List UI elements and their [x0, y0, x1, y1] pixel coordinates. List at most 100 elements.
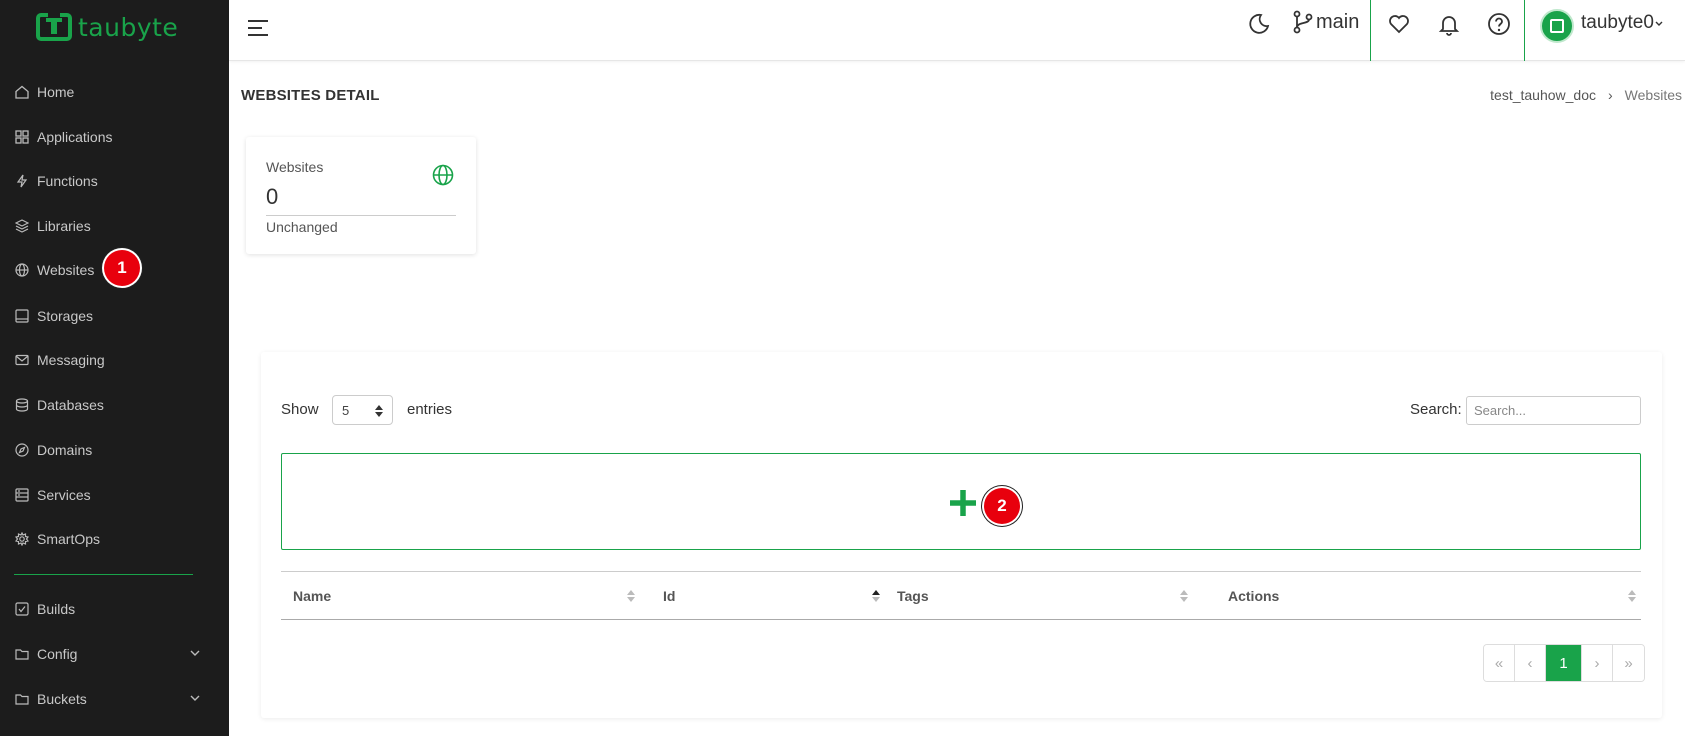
sidebar-item-storages[interactable]: Storages: [0, 298, 229, 334]
sidebar-item-label: Libraries: [37, 218, 91, 234]
sidebar-item-label: Buckets: [37, 691, 87, 707]
heart-icon[interactable]: [1387, 12, 1411, 36]
page-size-select[interactable]: 5: [332, 395, 393, 425]
column-actions[interactable]: Actions: [1228, 572, 1641, 620]
sidebar-item-label: Home: [37, 84, 75, 100]
sidebar-item-smartops[interactable]: SmartOps: [0, 521, 229, 557]
home-icon: [15, 85, 29, 99]
page-prev-button[interactable]: ‹: [1515, 645, 1546, 681]
mail-icon: [15, 354, 29, 366]
logo-text: taubyte: [78, 12, 179, 42]
sort-icon: [627, 590, 635, 602]
page-1-button[interactable]: 1: [1546, 645, 1582, 681]
sort-ascending-icon: [872, 590, 880, 602]
table-header: Name Id Tags Actions: [281, 571, 1641, 620]
sidebar-item-builds[interactable]: Builds: [0, 591, 229, 627]
topbar-divider: [1370, 0, 1371, 61]
breadcrumb-project[interactable]: test_tauhow_doc: [1490, 87, 1596, 103]
branch-selector[interactable]: main: [1292, 10, 1359, 34]
show-label: Show: [281, 401, 319, 418]
branch-name: main: [1316, 10, 1360, 33]
storage-icon: [15, 309, 29, 323]
layers-icon: [15, 219, 29, 233]
user-menu[interactable]: taubyte0: [1581, 12, 1664, 34]
cog-icon: [15, 532, 29, 546]
chevron-down-icon: [1655, 21, 1663, 26]
grid-icon: [15, 130, 29, 144]
folder-icon: [15, 694, 29, 705]
stat-value: 0: [266, 184, 279, 209]
chevron-down-icon: [190, 695, 200, 701]
entries-label: entries: [407, 401, 453, 418]
stat-divider: [266, 215, 456, 216]
page-last-button[interactable]: »: [1613, 645, 1644, 681]
chevron-down-icon: [190, 650, 200, 656]
page-title: WEBSITES DETAIL: [241, 87, 380, 104]
column-label: Id: [663, 588, 676, 604]
sort-arrows-icon: [375, 405, 383, 417]
sidebar: taubyte Home Applications Functions Libr…: [0, 0, 229, 736]
sidebar-item-buckets[interactable]: Buckets: [0, 681, 229, 717]
check-square-icon: [15, 602, 29, 616]
plus-icon: [950, 490, 976, 516]
sidebar-item-label: Builds: [37, 601, 76, 617]
sidebar-item-label: SmartOps: [37, 531, 101, 547]
sidebar-item-label: Functions: [37, 173, 98, 189]
help-icon[interactable]: [1487, 12, 1511, 36]
stat-label: Websites: [266, 159, 324, 175]
sidebar-item-services[interactable]: Services: [0, 477, 229, 513]
page-next-button[interactable]: ›: [1582, 645, 1613, 681]
sidebar-item-libraries[interactable]: Libraries: [0, 208, 229, 244]
page-first-button[interactable]: «: [1484, 645, 1515, 681]
column-id[interactable]: Id: [663, 572, 888, 620]
sidebar-item-label: Domains: [37, 442, 93, 458]
sidebar-item-label: Applications: [37, 129, 113, 145]
compass-icon: [15, 443, 29, 457]
pagination: « ‹ 1 › »: [1483, 644, 1645, 682]
sidebar-item-label: Config: [37, 646, 78, 662]
breadcrumb-current: Websites: [1624, 87, 1682, 103]
topbar: main taubyte0: [229, 0, 1685, 61]
menu-icon[interactable]: [247, 18, 269, 38]
logo[interactable]: taubyte: [36, 12, 178, 42]
stat-status: Unchanged: [266, 219, 338, 235]
globe-icon: [432, 164, 454, 186]
breadcrumb: test_tauhow_doc › Websites: [1490, 87, 1682, 103]
server-icon: [15, 488, 29, 502]
column-label: Actions: [1228, 588, 1280, 604]
git-branch-icon: [1293, 10, 1313, 34]
moon-icon[interactable]: [1247, 12, 1271, 36]
sidebar-item-label: Messaging: [37, 352, 105, 368]
sidebar-item-functions[interactable]: Functions: [0, 163, 229, 199]
websites-table-card: [261, 352, 1662, 718]
search-label: Search:: [1410, 401, 1462, 418]
breadcrumb-separator: ›: [1608, 87, 1613, 103]
column-tags[interactable]: Tags: [897, 572, 1197, 620]
username: taubyte0: [1581, 12, 1654, 33]
column-name[interactable]: Name: [293, 572, 638, 620]
search-input[interactable]: [1466, 396, 1641, 425]
sidebar-item-label: Databases: [37, 397, 104, 413]
sidebar-item-applications[interactable]: Applications: [0, 119, 229, 155]
sidebar-item-websites[interactable]: Websites: [0, 252, 229, 288]
sidebar-item-label: Websites: [37, 262, 95, 278]
sidebar-item-databases[interactable]: Databases: [0, 387, 229, 423]
sidebar-item-config[interactable]: Config: [0, 636, 229, 672]
sidebar-item-home[interactable]: Home: [0, 74, 229, 110]
database-icon: [15, 398, 29, 412]
sidebar-item-label: Storages: [37, 308, 94, 324]
topbar-divider: [1524, 0, 1525, 61]
sort-icon: [1628, 590, 1636, 602]
annotation-badge-2: 2: [984, 488, 1020, 524]
sidebar-item-messaging[interactable]: Messaging: [0, 342, 229, 378]
sidebar-item-domains[interactable]: Domains: [0, 432, 229, 468]
annotation-badge-1: 1: [104, 250, 140, 286]
add-website-button[interactable]: [281, 453, 1641, 550]
avatar[interactable]: [1540, 9, 1574, 43]
column-label: Name: [293, 588, 332, 604]
folder-icon: [15, 649, 29, 660]
sidebar-item-label: Services: [37, 487, 91, 503]
websites-stat-card: Websites 0 Unchanged: [246, 137, 476, 254]
bolt-icon: [16, 174, 28, 188]
bell-icon[interactable]: [1437, 12, 1461, 36]
